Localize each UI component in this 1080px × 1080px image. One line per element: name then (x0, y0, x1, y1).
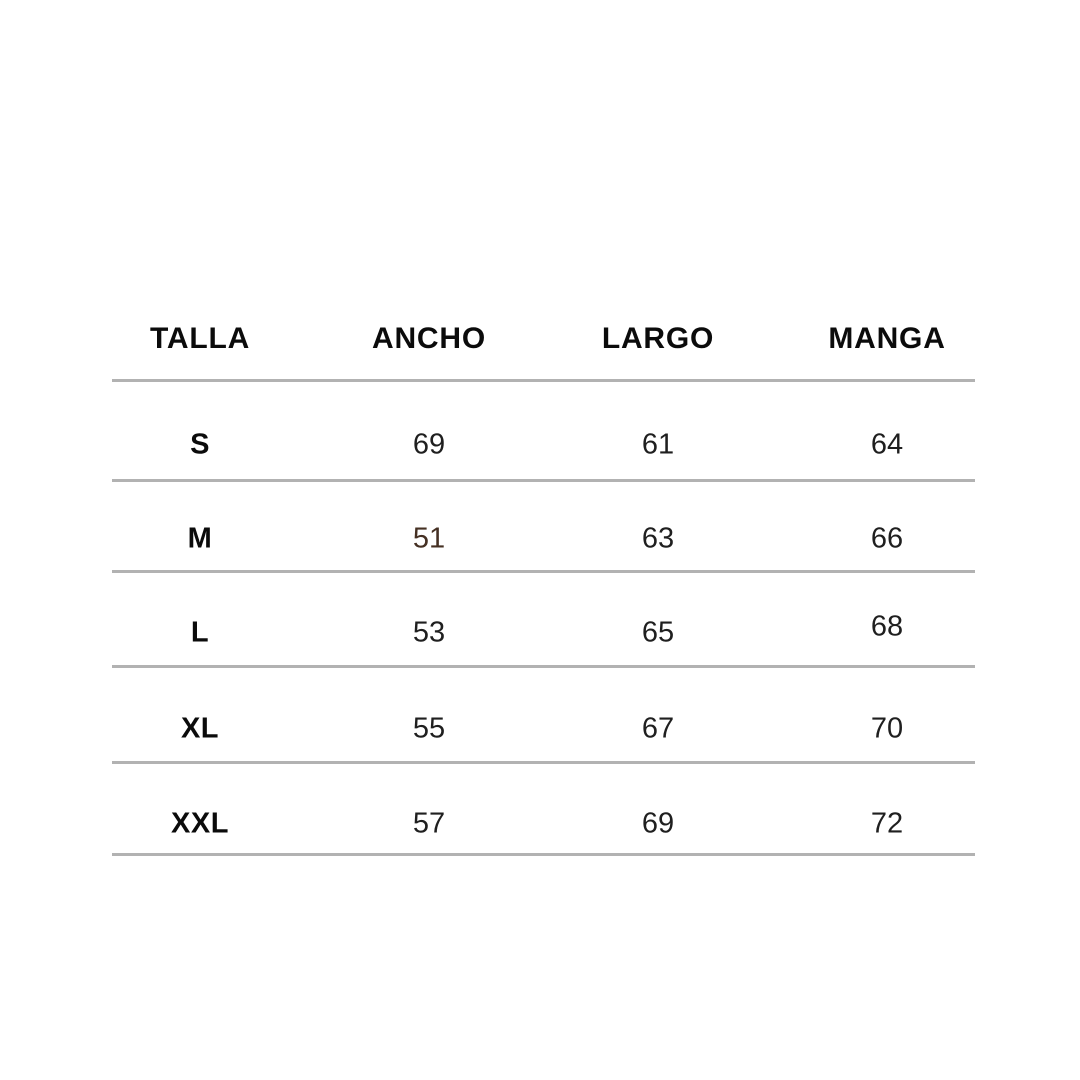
cell-l-manga: 68 (870, 610, 904, 643)
divider-line (112, 853, 975, 856)
cell-xl-ancho: 55 (412, 712, 446, 745)
cell-xl-largo: 67 (641, 712, 675, 745)
cell-l-largo: 65 (641, 616, 675, 649)
divider-line (112, 761, 975, 764)
divider-line (112, 479, 975, 482)
divider-line (112, 379, 975, 382)
cell-xl-manga: 70 (870, 712, 904, 745)
column-header-largo: LARGO (601, 322, 715, 355)
cell-s-largo: 61 (641, 428, 675, 461)
cell-m-manga: 66 (870, 522, 904, 555)
column-header-talla: TALLA (149, 322, 251, 355)
cell-l-talla: L (190, 616, 210, 649)
cell-xxl-talla: XXL (171, 807, 229, 840)
cell-xxl-ancho: 57 (412, 807, 446, 840)
cell-s-ancho: 69 (412, 428, 446, 461)
cell-s-talla: S (190, 428, 210, 461)
cell-xl-talla: XL (180, 712, 220, 745)
cell-l-ancho: 53 (412, 616, 446, 649)
cell-xxl-manga: 72 (870, 807, 904, 840)
divider-line (112, 665, 975, 668)
column-header-manga: MANGA (828, 322, 946, 355)
cell-m-largo: 63 (641, 522, 675, 555)
column-header-ancho: ANCHO (372, 322, 486, 355)
divider-line (112, 570, 975, 573)
cell-xxl-largo: 69 (641, 807, 675, 840)
cell-m-talla: M (187, 522, 213, 555)
cell-s-manga: 64 (870, 428, 904, 461)
cell-m-ancho-accent: 51 (412, 522, 446, 555)
